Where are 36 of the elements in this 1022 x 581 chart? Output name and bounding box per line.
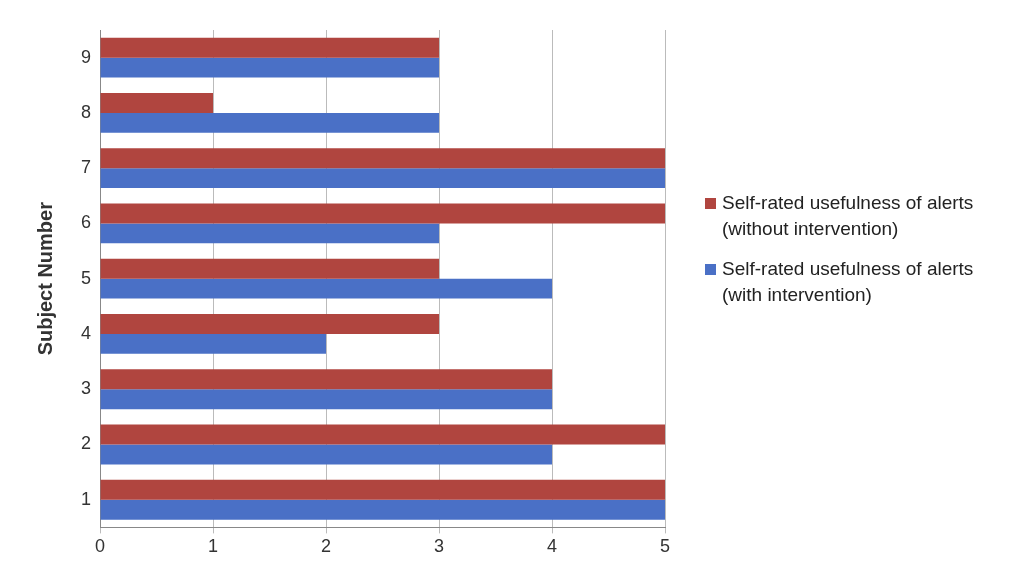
y-tick-label: 5 xyxy=(81,267,92,288)
bar xyxy=(100,223,439,244)
x-tick-label: 1 xyxy=(208,536,219,557)
bar xyxy=(100,37,439,58)
legend-label: Self-rated usefulness of alerts (without intervention) xyxy=(722,191,975,241)
legend-label: Self-rated usefulness of alerts (with intervention) xyxy=(722,257,975,307)
bar xyxy=(100,278,552,299)
bar xyxy=(100,424,665,445)
y-tick-label: 3 xyxy=(81,378,92,399)
x-tick-label: 3 xyxy=(434,536,445,557)
bar xyxy=(100,369,552,390)
bar xyxy=(100,203,665,224)
bar xyxy=(100,168,665,189)
y-tick-label: 4 xyxy=(81,322,92,343)
y-tick-label: 7 xyxy=(81,157,92,178)
y-tick-label: 9 xyxy=(81,46,92,67)
x-tick-label: 4 xyxy=(546,536,558,557)
bar xyxy=(100,93,214,113)
bar xyxy=(100,258,439,279)
bar xyxy=(100,389,552,410)
y-tick-label: 1 xyxy=(81,488,92,509)
bar xyxy=(100,444,552,465)
bar xyxy=(100,479,665,500)
x-tick-label: 2 xyxy=(321,536,332,557)
x-tick-label: 0 xyxy=(95,536,106,557)
y-axis-title: Subject Number xyxy=(33,201,56,356)
bar xyxy=(100,499,665,520)
y-tick-label: 6 xyxy=(81,212,92,233)
bar xyxy=(100,314,439,334)
bar xyxy=(100,333,327,354)
x-tick-label: 5 xyxy=(659,536,671,557)
bar xyxy=(100,57,439,78)
y-tick-label: 8 xyxy=(81,101,92,122)
y-tick-label: 2 xyxy=(81,433,92,454)
bar xyxy=(100,148,665,169)
bar xyxy=(100,112,439,133)
